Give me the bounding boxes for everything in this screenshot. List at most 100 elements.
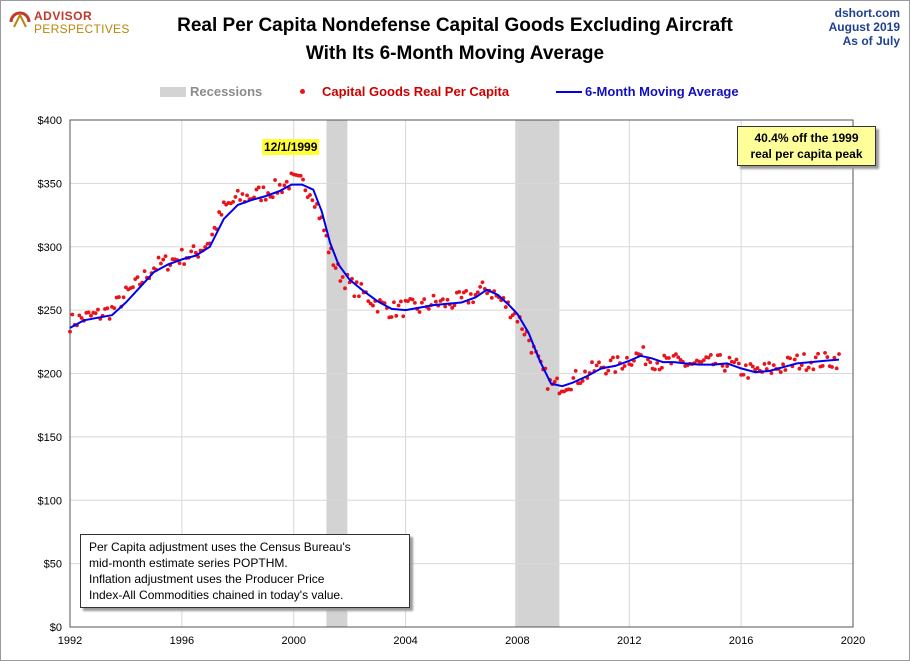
data-point [419, 300, 424, 305]
data-point [799, 363, 804, 367]
data-point [503, 305, 508, 309]
data-point [219, 212, 224, 217]
data-point [720, 363, 725, 368]
data-point [718, 353, 723, 357]
legend-line-marker [556, 91, 582, 93]
data-point [284, 179, 289, 184]
data-point [117, 295, 121, 299]
data-point [182, 262, 187, 267]
source-date: August 2019 [828, 20, 900, 34]
data-point [746, 376, 751, 380]
data-point [545, 387, 550, 391]
x-tick-label: 2016 [729, 635, 753, 647]
data-point [422, 297, 427, 302]
data-point [571, 376, 576, 380]
data-point [322, 228, 326, 233]
data-point [112, 306, 117, 311]
data-point [433, 299, 438, 304]
data-point [131, 285, 135, 290]
peak-callout-line1: 40.4% off the 1999 [754, 131, 859, 145]
data-point [245, 193, 250, 198]
data-point [701, 358, 706, 363]
data-point [277, 182, 282, 187]
data-point [303, 188, 308, 193]
data-point [755, 366, 760, 370]
data-point [660, 365, 664, 370]
data-point [750, 364, 755, 369]
data-point [298, 173, 303, 178]
data-point [795, 353, 799, 358]
data-point [734, 357, 739, 362]
data-point [590, 360, 594, 365]
data-point [371, 303, 375, 308]
data-point [608, 358, 613, 363]
moving-average-line [69, 183, 840, 388]
data-point [79, 316, 84, 320]
data-point [431, 293, 436, 298]
data-point [708, 353, 713, 357]
peak-callout-line2: real per capita peak [750, 147, 863, 161]
data-point [825, 355, 830, 359]
source-label: dshort.com August 2019 As of July [829, 6, 900, 48]
data-point [68, 329, 72, 334]
data-point [569, 387, 573, 392]
data-point [648, 360, 653, 365]
y-tick-label: $0 [50, 622, 62, 634]
legend-series-line-label: 6-Month Moving Average [585, 84, 739, 99]
data-point [783, 368, 788, 372]
data-point [522, 332, 527, 337]
data-point [163, 254, 168, 258]
data-point [832, 355, 837, 360]
x-tick-label: 2008 [505, 635, 529, 647]
peak-date-label: 12/1/1999 [262, 139, 320, 155]
data-point [834, 366, 839, 371]
x-tick-label: 2000 [281, 635, 305, 647]
data-point [778, 370, 783, 374]
data-point [217, 210, 222, 214]
data-point [142, 269, 147, 274]
data-point [781, 362, 785, 367]
data-point [457, 289, 462, 294]
data-point [489, 295, 494, 300]
data-point [93, 311, 98, 316]
data-point [764, 367, 769, 371]
data-point [312, 205, 317, 209]
y-tick-label: $350 [38, 178, 62, 190]
data-point [620, 366, 625, 371]
data-point [653, 367, 657, 372]
data-point [767, 361, 772, 365]
data-point [552, 379, 557, 384]
data-point [96, 307, 100, 312]
data-point [89, 313, 93, 318]
data-point [788, 356, 792, 361]
data-point [282, 183, 287, 188]
x-tick-label: 1992 [58, 635, 82, 647]
y-tick-label: $400 [38, 115, 62, 127]
legend-recessions-label: Recessions [190, 84, 263, 99]
legend-dot-marker [300, 89, 305, 94]
logo-mark-icon [9, 11, 31, 28]
data-point [70, 312, 75, 317]
data-point [471, 300, 476, 305]
data-point [792, 357, 797, 362]
x-tick-label: 2004 [393, 635, 417, 647]
data-point [629, 363, 634, 367]
data-point [820, 364, 825, 368]
data-point [823, 350, 827, 355]
data-point [464, 288, 469, 293]
data-point [443, 304, 448, 309]
chart-title: Real Per Capita Nondefense Capital Goods… [140, 12, 770, 68]
data-point [392, 300, 396, 305]
data-point [606, 368, 611, 373]
data-point [762, 362, 767, 366]
data-point [273, 178, 277, 182]
data-point [806, 365, 811, 370]
data-point [238, 198, 243, 202]
data-point [445, 297, 450, 302]
data-point [722, 368, 727, 373]
data-point [326, 250, 331, 255]
data-point [86, 310, 91, 315]
data-point [706, 355, 711, 360]
data-point [662, 353, 667, 358]
data-point [394, 313, 399, 318]
